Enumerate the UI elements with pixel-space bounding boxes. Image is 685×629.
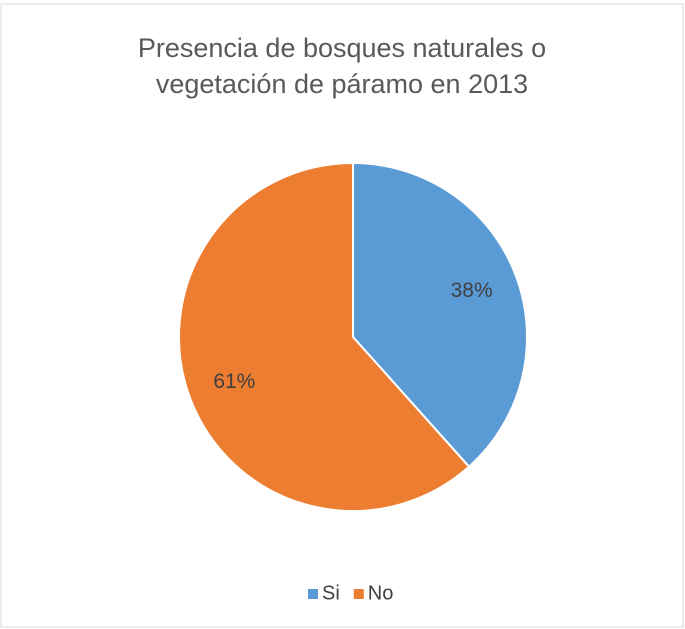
data-label: 61% [213,370,255,393]
legend-swatch [353,589,364,599]
legend-swatch [308,589,318,599]
legend-label: Si [322,582,340,604]
chart-title: Presencia de bosques naturales o vegetac… [137,33,547,99]
data-label: 38% [451,279,493,302]
pie-slice [178,161,471,512]
legend-label: No [368,582,394,604]
pie-slice [352,161,528,469]
